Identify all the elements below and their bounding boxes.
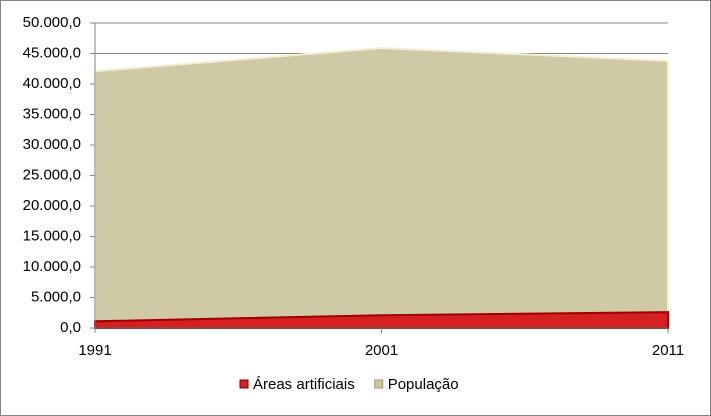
y-tick-label: 25.000,0	[23, 166, 81, 183]
y-tick-label: 0,0	[60, 319, 81, 336]
y-tick-label: 5.000,0	[31, 288, 81, 305]
y-tick-label: 10.000,0	[23, 258, 81, 275]
y-tick-label: 40.000,0	[23, 75, 81, 92]
y-tick-label: 15.000,0	[23, 227, 81, 244]
x-tick-label: 2001	[365, 342, 398, 359]
y-tick-label: 30.000,0	[23, 136, 81, 153]
y-tick-label: 35.000,0	[23, 105, 81, 122]
legend-label: Áreas artificiais	[253, 376, 355, 393]
legend-label: População	[388, 376, 459, 393]
x-tick-label: 1991	[78, 342, 111, 359]
y-tick-label: 50.000,0	[23, 14, 81, 31]
x-tick-label: 2011	[652, 342, 684, 359]
legend-marker	[239, 379, 249, 389]
area	[94, 47, 669, 329]
y-tick-label: 45.000,0	[23, 44, 81, 61]
legend-marker	[374, 379, 384, 389]
y-tick-label: 20.000,0	[23, 197, 81, 214]
